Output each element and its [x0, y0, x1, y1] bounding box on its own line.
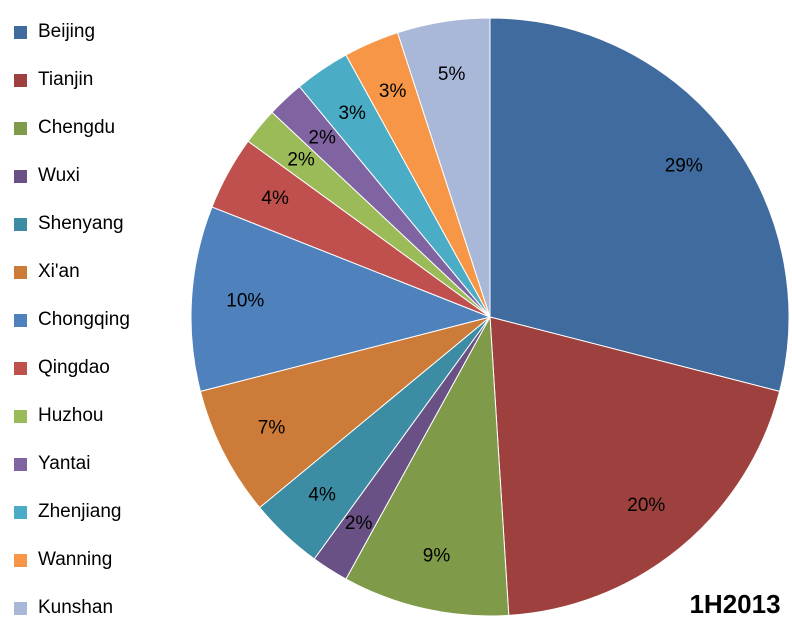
- legend-swatch: [14, 602, 27, 615]
- pie-slice: [345, 315, 510, 617]
- legend-label: Chongqing: [38, 309, 130, 330]
- legend-swatch: [14, 554, 27, 567]
- pie-slice: [396, 17, 491, 318]
- data-label: 9%: [423, 545, 451, 566]
- pie-slice: [199, 316, 491, 509]
- data-label: 4%: [261, 188, 289, 209]
- legend-label: Wanning: [38, 549, 112, 570]
- legend-swatch: [14, 26, 27, 39]
- legend-label: Huzhou: [38, 405, 104, 426]
- legend-swatch: [14, 506, 27, 519]
- legend-swatch: [14, 74, 27, 87]
- data-label: 3%: [338, 103, 366, 124]
- legend-label: Chengdu: [38, 117, 115, 138]
- legend-label: Xi'an: [38, 261, 80, 282]
- data-label: 2%: [287, 150, 315, 171]
- pie-slice: [489, 17, 790, 392]
- legend-label: Yantai: [38, 453, 90, 474]
- legend-swatch: [14, 170, 27, 183]
- legend-label: Wuxi: [38, 165, 80, 186]
- legend-swatch: [14, 314, 27, 327]
- legend-label: Beijing: [38, 21, 95, 42]
- legend-swatch: [14, 458, 27, 471]
- legend-label: Kunshan: [38, 597, 113, 618]
- data-label: 2%: [345, 513, 373, 534]
- pie-slice: [190, 206, 492, 392]
- legend-swatch: [14, 362, 27, 375]
- data-label: 10%: [226, 291, 264, 312]
- legend-swatch: [14, 266, 27, 279]
- legend-swatch: [14, 122, 27, 135]
- data-label: 3%: [379, 81, 407, 102]
- chart-title: 1H2013: [689, 589, 780, 619]
- legend-label: Shenyang: [38, 213, 124, 234]
- legend-label: Qingdao: [38, 357, 110, 378]
- legend-label: Zhenjiang: [38, 501, 121, 522]
- legend-label: Tianjin: [38, 69, 93, 90]
- pie-slice: [489, 316, 781, 616]
- data-label: 4%: [308, 485, 336, 506]
- data-label: 7%: [258, 417, 286, 438]
- data-label: 5%: [438, 64, 466, 85]
- data-label: 29%: [665, 156, 703, 177]
- legend-swatch: [14, 218, 27, 231]
- data-label: 2%: [308, 127, 336, 148]
- data-label: 20%: [627, 495, 665, 516]
- legend-swatch: [14, 410, 27, 423]
